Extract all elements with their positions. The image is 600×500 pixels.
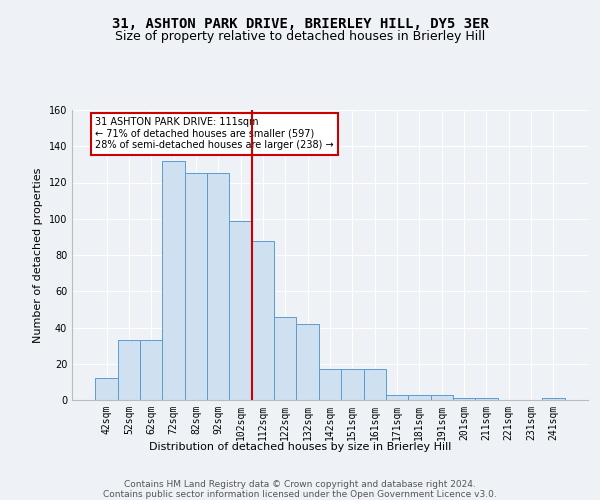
Bar [118, 340, 140, 400]
Text: Contains HM Land Registry data © Crown copyright and database right 2024.
Contai: Contains HM Land Registry data © Crown c… [103, 480, 497, 500]
Bar [341, 369, 364, 400]
Bar [386, 394, 408, 400]
Bar [408, 394, 431, 400]
Y-axis label: Number of detached properties: Number of detached properties [33, 168, 43, 342]
Bar [252, 240, 274, 400]
Bar [207, 174, 229, 400]
Text: Distribution of detached houses by size in Brierley Hill: Distribution of detached houses by size … [149, 442, 451, 452]
Text: 31, ASHTON PARK DRIVE, BRIERLEY HILL, DY5 3ER: 31, ASHTON PARK DRIVE, BRIERLEY HILL, DY… [112, 18, 488, 32]
Bar [274, 316, 296, 400]
Text: Size of property relative to detached houses in Brierley Hill: Size of property relative to detached ho… [115, 30, 485, 43]
Bar [475, 398, 497, 400]
Bar [140, 340, 163, 400]
Bar [542, 398, 565, 400]
Bar [431, 394, 453, 400]
Bar [453, 398, 475, 400]
Bar [163, 161, 185, 400]
Bar [296, 324, 319, 400]
Bar [319, 369, 341, 400]
Bar [185, 174, 207, 400]
Text: 31 ASHTON PARK DRIVE: 111sqm
← 71% of detached houses are smaller (597)
28% of s: 31 ASHTON PARK DRIVE: 111sqm ← 71% of de… [95, 117, 334, 150]
Bar [95, 378, 118, 400]
Bar [229, 220, 252, 400]
Bar [364, 369, 386, 400]
